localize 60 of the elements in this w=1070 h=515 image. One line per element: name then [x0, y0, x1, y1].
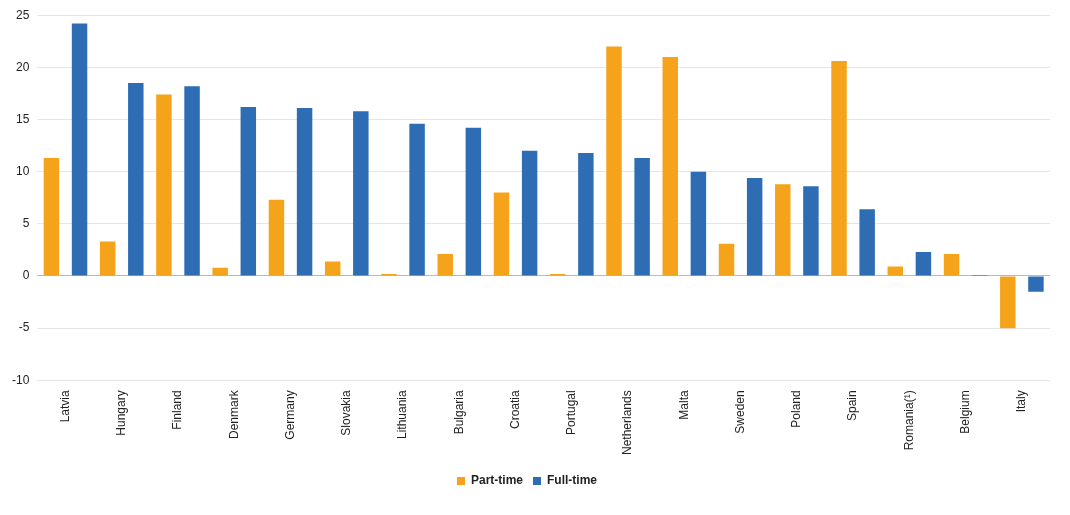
bar [831, 61, 847, 276]
x-tick-label: Italy [1014, 390, 1029, 413]
x-tick-label: Croatia [507, 389, 522, 429]
bar [353, 111, 369, 276]
bar [803, 186, 819, 276]
x-tick-label: Spain [845, 390, 860, 421]
bar [128, 83, 144, 276]
bar [606, 46, 622, 276]
bar [775, 184, 791, 276]
y-tick-label: -5 [18, 320, 30, 335]
y-tick-label: 10 [15, 163, 30, 178]
bar [1000, 276, 1016, 329]
x-tick-label: Latvia [57, 389, 72, 423]
bar [915, 251, 932, 276]
bar [184, 86, 200, 276]
bar [240, 107, 257, 276]
bar [1028, 276, 1044, 292]
y-tick-label: -10 [12, 372, 30, 387]
bar [521, 150, 538, 276]
x-tick-label: Lithuania [395, 389, 410, 440]
y-tick-label: 20 [15, 59, 30, 74]
legend-label: Full-time [547, 473, 598, 488]
y-tick-label: 5 [22, 216, 30, 231]
bar [943, 254, 960, 276]
bar [71, 23, 88, 276]
x-tick-label: Romania(¹) [901, 390, 916, 451]
bar [156, 94, 172, 276]
bar [493, 192, 510, 276]
y-tick-label: 25 [15, 7, 30, 22]
x-tick-label: Portugal [564, 390, 579, 435]
x-tick-label: Denmark [226, 389, 241, 439]
x-tick-label: Poland [789, 390, 804, 428]
bar [718, 243, 735, 276]
bar [99, 241, 116, 276]
bar [296, 108, 313, 276]
x-tick-label: Malta [676, 389, 691, 420]
x-tick-label: Netherlands [620, 390, 635, 456]
bar [212, 267, 228, 276]
bar [746, 177, 763, 276]
bar [43, 158, 60, 276]
y-tick-label: 15 [15, 111, 30, 126]
x-tick-label: Sweden [732, 390, 747, 434]
x-tick-label: Finland [170, 390, 185, 430]
x-tick-label: Bulgaria [451, 389, 466, 435]
bar [409, 123, 425, 276]
bar [268, 199, 285, 276]
y-tick-label: 0 [22, 268, 30, 283]
x-tick-label: Slovakia [339, 389, 354, 436]
bar [690, 171, 707, 276]
bar [578, 152, 594, 276]
x-tick-label: Belgium [957, 390, 972, 434]
bar [437, 254, 453, 276]
x-tick-label: Hungary [114, 390, 129, 436]
bar [324, 261, 341, 276]
legend-label: Part-time [470, 473, 524, 488]
bar [465, 127, 482, 276]
bar [662, 56, 678, 276]
bar [634, 158, 650, 276]
bar [859, 209, 875, 276]
x-tick-label: Germany [282, 390, 297, 440]
